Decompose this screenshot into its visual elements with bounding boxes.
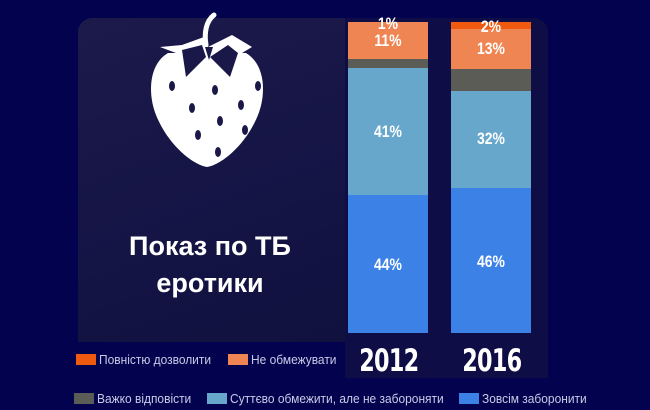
segment-no-limit <box>348 22 428 59</box>
segment-significantly-limit <box>451 91 531 188</box>
legend-swatch <box>74 393 94 404</box>
label-significantly-limit: 32% <box>477 129 505 148</box>
segment-hard-to-answer <box>348 59 428 68</box>
segment-hard-to-answer <box>451 69 531 91</box>
label-fully-ban: 44% <box>374 255 402 274</box>
segment-fully-ban <box>451 188 531 333</box>
segment-fully-ban <box>348 195 428 333</box>
segment-no-limit <box>451 29 531 69</box>
label-fully-allow: 2% <box>480 17 502 36</box>
title-line-2: еротики <box>156 268 264 298</box>
label-significantly-limit: 41% <box>374 122 402 141</box>
bar-2016: 2% 13% 32% 46% <box>451 17 531 333</box>
legend-swatch <box>207 393 227 404</box>
segment-fully-allow <box>451 22 531 29</box>
year-label-2016: 2016 <box>462 343 522 379</box>
legend-swatch <box>459 393 479 404</box>
segment-significantly-limit <box>348 68 428 195</box>
legend-swatch <box>76 354 96 365</box>
bar-2012: 1% 11% 41% 44% <box>348 14 428 333</box>
legend-hard-to-answer: Важко відповісти <box>74 391 199 406</box>
legend-fully-allow: Повністю дозволити <box>76 352 221 367</box>
year-label-2012: 2012 <box>359 343 419 379</box>
title-line-1: Показ по ТБ <box>129 231 291 261</box>
legend-no-limit: Не обмежувати <box>228 352 344 367</box>
label-fully-ban: 46% <box>477 252 505 271</box>
strawberry-icon <box>151 12 263 167</box>
label-fully-allow: 1% <box>377 14 399 33</box>
legend-swatch <box>228 354 248 365</box>
label-no-limit: 11% <box>374 31 402 50</box>
label-no-limit: 13% <box>477 39 505 58</box>
chart-title: Показ по ТБ еротики <box>100 228 320 302</box>
legend-significantly-limit: Суттєво обмежити, але не забороняти <box>207 391 462 406</box>
legend-fully-ban: Зовсім заборонити <box>459 391 596 406</box>
